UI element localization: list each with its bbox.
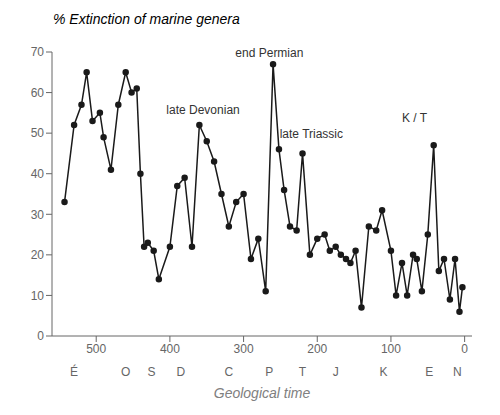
svg-text:O: O bbox=[121, 365, 130, 379]
svg-text:K: K bbox=[380, 365, 388, 379]
svg-text:end Permian: end Permian bbox=[235, 46, 303, 60]
svg-text:400: 400 bbox=[160, 342, 180, 356]
svg-text:T: T bbox=[299, 365, 307, 379]
html-text:% Extinction of marine genera: % Extinction of marine genera bbox=[53, 11, 240, 27]
svg-text:C: C bbox=[225, 365, 234, 379]
svg-text:late Devonian: late Devonian bbox=[166, 103, 239, 117]
svg-text:E: E bbox=[425, 365, 433, 379]
svg-text:40: 40 bbox=[31, 167, 45, 181]
svg-text:É: É bbox=[70, 364, 78, 379]
svg-text:J: J bbox=[333, 365, 339, 379]
svg-text:300: 300 bbox=[234, 342, 254, 356]
svg-text:late Triassic: late Triassic bbox=[280, 127, 343, 141]
svg-text:N: N bbox=[453, 365, 462, 379]
svg-text:Geological time: Geological time bbox=[214, 385, 311, 401]
svg-text:0: 0 bbox=[37, 329, 44, 343]
svg-text:P: P bbox=[265, 365, 273, 379]
svg-text:30: 30 bbox=[31, 208, 45, 222]
svg-text:50: 50 bbox=[31, 126, 45, 140]
svg-text:0: 0 bbox=[461, 342, 468, 356]
svg-text:70: 70 bbox=[31, 45, 45, 59]
svg-text:D: D bbox=[177, 365, 186, 379]
svg-text:S: S bbox=[147, 365, 155, 379]
svg-text:K / T: K / T bbox=[402, 111, 428, 125]
svg-text:20: 20 bbox=[31, 248, 45, 262]
svg-text:60: 60 bbox=[31, 86, 45, 100]
svg-text:200: 200 bbox=[307, 342, 327, 356]
svg-text:10: 10 bbox=[31, 289, 45, 303]
svg-text:500: 500 bbox=[86, 342, 106, 356]
svg-text:100: 100 bbox=[381, 342, 401, 356]
